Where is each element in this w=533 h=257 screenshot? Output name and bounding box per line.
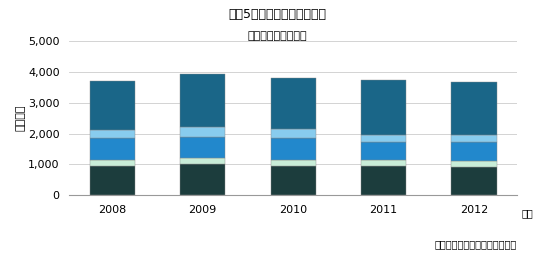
Bar: [271, 78, 316, 129]
Bar: [361, 80, 406, 135]
Bar: [271, 129, 316, 138]
Bar: [451, 142, 497, 161]
Bar: [451, 135, 497, 142]
Bar: [180, 74, 225, 127]
Bar: [361, 142, 406, 160]
Bar: [271, 160, 316, 166]
Bar: [451, 167, 497, 195]
Bar: [90, 130, 135, 138]
Text: 今剈5年間の性質別歳出内訳: 今剈5年間の性質別歳出内訳: [228, 8, 326, 21]
Bar: [90, 138, 135, 160]
Bar: [361, 166, 406, 195]
Bar: [180, 127, 225, 137]
Text: 『川崎市新行財政改革プラン』: 『川崎市新行財政改革プラン』: [435, 239, 517, 249]
Bar: [451, 82, 497, 135]
Bar: [361, 135, 406, 142]
Bar: [180, 158, 225, 164]
Bar: [271, 166, 316, 195]
Bar: [90, 160, 135, 166]
Bar: [180, 164, 225, 195]
Text: （一般財源ベース）: （一般財源ベース）: [247, 31, 307, 41]
Bar: [90, 81, 135, 130]
Bar: [361, 160, 406, 166]
Y-axis label: （億円）: （億円）: [15, 105, 25, 132]
Bar: [451, 161, 497, 167]
Bar: [180, 137, 225, 158]
Text: （年度）: （年度）: [521, 208, 533, 218]
Bar: [90, 166, 135, 195]
Bar: [271, 138, 316, 160]
